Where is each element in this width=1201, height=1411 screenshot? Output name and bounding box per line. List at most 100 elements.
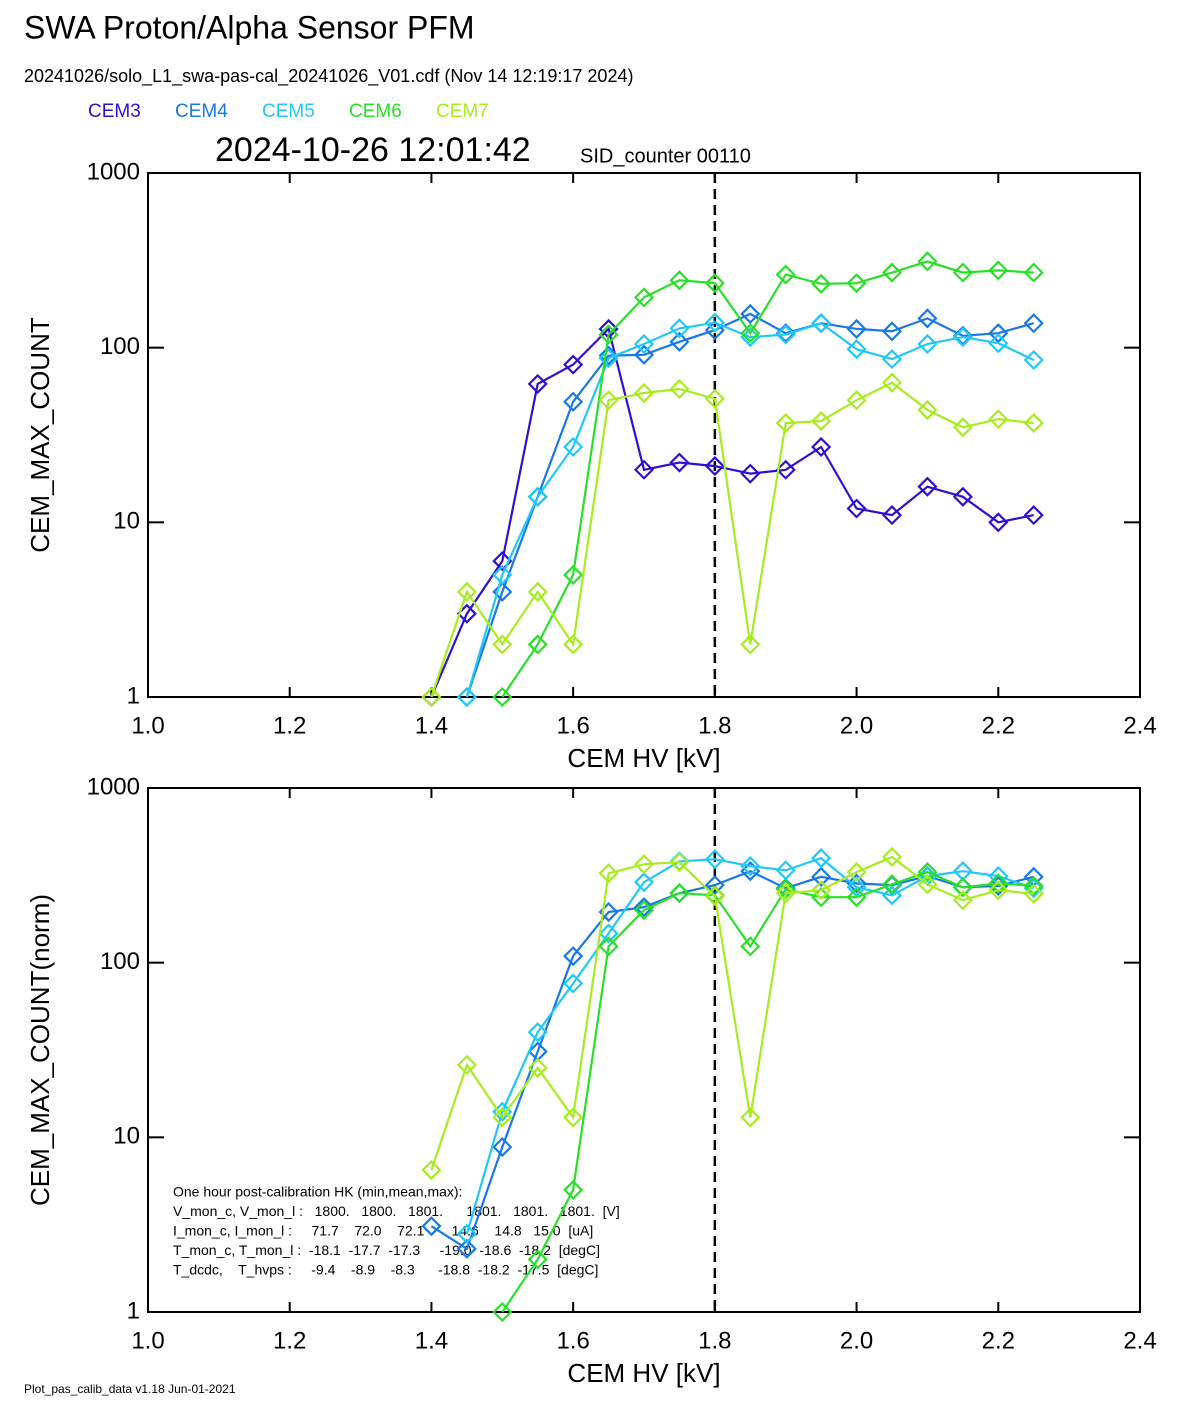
data-point bbox=[988, 409, 1009, 430]
series-line bbox=[465, 321, 1035, 698]
data-point bbox=[952, 262, 973, 283]
data-point bbox=[704, 273, 725, 294]
data-point bbox=[811, 411, 832, 432]
series-line bbox=[430, 870, 1034, 1251]
data-point bbox=[952, 327, 973, 348]
data-point bbox=[563, 634, 584, 655]
x-tick-label: 1.6 bbox=[556, 712, 589, 739]
x-tick-label: 2.0 bbox=[840, 712, 873, 739]
x-tick-label: 1.4 bbox=[415, 712, 448, 739]
data-point bbox=[811, 866, 832, 887]
data-point bbox=[563, 564, 584, 585]
data-point bbox=[775, 413, 796, 434]
data-point bbox=[846, 887, 867, 908]
series-line bbox=[465, 856, 1035, 1235]
annotation: One hour post-calibration HK (min,mean,m… bbox=[173, 1184, 462, 1200]
data-point bbox=[740, 856, 761, 877]
y-tick-label: 100 bbox=[100, 333, 140, 360]
data-point bbox=[740, 303, 761, 324]
x-tick-label: 1.8 bbox=[698, 712, 731, 739]
legend-entry: CEM5 bbox=[262, 101, 315, 122]
y-tick-label: 10 bbox=[113, 1123, 140, 1150]
data-point bbox=[1023, 505, 1044, 526]
data-point bbox=[704, 886, 725, 907]
data-point bbox=[527, 1022, 548, 1043]
y-tick-label: 1 bbox=[127, 1297, 140, 1324]
data-point bbox=[1023, 349, 1044, 371]
data-point bbox=[598, 936, 619, 957]
data-point bbox=[456, 686, 477, 708]
x-tick-label: 1.4 bbox=[415, 1327, 448, 1354]
data-point bbox=[563, 1179, 584, 1200]
x-tick-label: 2.2 bbox=[982, 1327, 1015, 1354]
x-tick-label: 2.4 bbox=[1123, 1327, 1156, 1354]
data-point bbox=[704, 388, 725, 409]
x-tick-label: 1.2 bbox=[273, 712, 306, 739]
data-point bbox=[1023, 313, 1044, 334]
data-point bbox=[988, 260, 1009, 281]
data-point bbox=[598, 390, 619, 411]
series-line bbox=[430, 326, 1034, 698]
data-point bbox=[775, 459, 796, 480]
data-point bbox=[917, 251, 938, 272]
data-point bbox=[527, 486, 548, 507]
data-point bbox=[563, 1107, 584, 1128]
data-point bbox=[846, 318, 867, 339]
data-point bbox=[421, 686, 442, 708]
data-point bbox=[704, 320, 725, 341]
data-point bbox=[1023, 875, 1044, 896]
data-point bbox=[704, 455, 725, 477]
data-point bbox=[1023, 413, 1044, 434]
data-point bbox=[492, 1301, 513, 1323]
data-point bbox=[1023, 883, 1044, 904]
data-point bbox=[881, 885, 903, 906]
legend-entry: CEM3 bbox=[88, 101, 141, 122]
data-point bbox=[669, 452, 690, 473]
data-point bbox=[988, 866, 1009, 887]
data-point bbox=[598, 348, 619, 369]
data-point bbox=[492, 1107, 513, 1128]
data-point bbox=[917, 308, 938, 329]
data-point bbox=[952, 890, 973, 911]
data-point bbox=[456, 1238, 477, 1259]
y-tick-label: 1000 bbox=[87, 773, 140, 800]
data-point bbox=[811, 848, 832, 869]
data-point bbox=[740, 323, 761, 344]
data-point bbox=[563, 436, 584, 458]
data-point bbox=[881, 505, 903, 526]
data-point bbox=[669, 331, 690, 352]
legend-entry: CEM4 bbox=[175, 101, 228, 122]
data-point bbox=[633, 897, 655, 918]
data-point bbox=[492, 551, 513, 572]
data-point bbox=[598, 923, 619, 944]
data-point bbox=[527, 1057, 548, 1078]
data-point bbox=[811, 273, 832, 294]
x-tick-label: 1.0 bbox=[131, 1327, 164, 1354]
data-point bbox=[740, 1107, 761, 1128]
data-point bbox=[527, 1249, 548, 1270]
data-point bbox=[563, 946, 584, 967]
data-point bbox=[952, 486, 973, 507]
data-point bbox=[846, 873, 867, 894]
data-point bbox=[492, 634, 513, 655]
plot-frame bbox=[147, 172, 1141, 698]
timestamp: 2024-10-26 12:01:42 bbox=[215, 131, 531, 169]
data-point bbox=[811, 880, 832, 901]
x-tick-label: 1.6 bbox=[556, 1327, 589, 1354]
data-point bbox=[669, 883, 690, 904]
data-point bbox=[1023, 262, 1044, 283]
y-tick-label: 100 bbox=[100, 948, 140, 975]
data-point bbox=[988, 512, 1009, 533]
data-point bbox=[669, 852, 690, 873]
data-point bbox=[704, 849, 725, 870]
annotation: T_dcdc, T_hvps : -9.4 -8.9 -8.3 -18.8 -1… bbox=[173, 1262, 598, 1278]
x-axis-label: CEM HV [kV] bbox=[567, 1358, 720, 1388]
data-point bbox=[633, 459, 655, 480]
x-tick-label: 2.4 bbox=[1123, 712, 1156, 739]
data-point bbox=[740, 463, 761, 484]
x-tick-label: 2.0 bbox=[840, 1327, 873, 1354]
data-point bbox=[775, 324, 796, 345]
y-tick-label: 1000 bbox=[87, 158, 140, 185]
data-point bbox=[846, 390, 867, 411]
data-point bbox=[846, 862, 867, 883]
